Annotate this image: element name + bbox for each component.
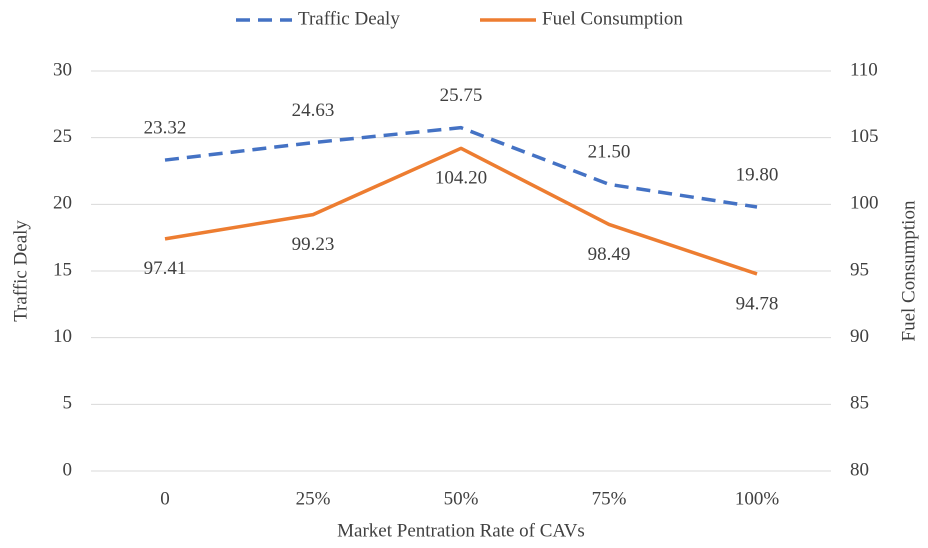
y2-tick-label: 80: [850, 459, 869, 480]
data-label: 97.41: [144, 258, 187, 279]
data-label: 19.80: [736, 164, 779, 185]
x-tick-label: 50%: [444, 488, 479, 509]
y2-tick-label: 110: [850, 59, 878, 80]
y-tick-label: 30: [53, 59, 72, 80]
y2-tick-label: 100: [850, 193, 879, 214]
data-label: 21.50: [588, 142, 631, 163]
x-tick-label: 25%: [296, 488, 331, 509]
data-label: 25.75: [440, 85, 483, 106]
y-tick-label: 15: [53, 259, 72, 280]
x-tick-label: 100%: [735, 488, 780, 509]
y-axis-title: Traffic Dealy: [10, 220, 31, 322]
legend-label: Fuel Consumption: [542, 8, 683, 29]
y2-tick-label: 90: [850, 326, 869, 347]
y-tick-label: 5: [63, 393, 73, 414]
data-label: 94.78: [736, 293, 779, 314]
y2-tick-label: 85: [850, 393, 869, 414]
y-tick-label: 20: [53, 193, 72, 214]
y-tick-label: 25: [53, 126, 72, 147]
x-tick-label: 75%: [592, 488, 627, 509]
series-line: [164, 125, 758, 209]
y2-axis-title: Fuel Consumption: [898, 200, 919, 341]
x-tick-label: 0: [160, 488, 170, 509]
data-label: 24.63: [292, 100, 335, 121]
y2-tick-label: 105: [850, 126, 879, 147]
data-label: 104.20: [435, 168, 487, 189]
y-tick-label: 10: [53, 326, 72, 347]
data-label: 99.23: [292, 234, 335, 255]
y-tick-label: 0: [63, 459, 73, 480]
x-axis-title: Market Pentration Rate of CAVs: [337, 520, 585, 541]
series-line: [164, 146, 758, 276]
y2-tick-label: 95: [850, 259, 869, 280]
data-label: 98.49: [588, 244, 631, 265]
data-label: 23.32: [144, 117, 187, 138]
legend-label: Traffic Dealy: [298, 8, 400, 29]
